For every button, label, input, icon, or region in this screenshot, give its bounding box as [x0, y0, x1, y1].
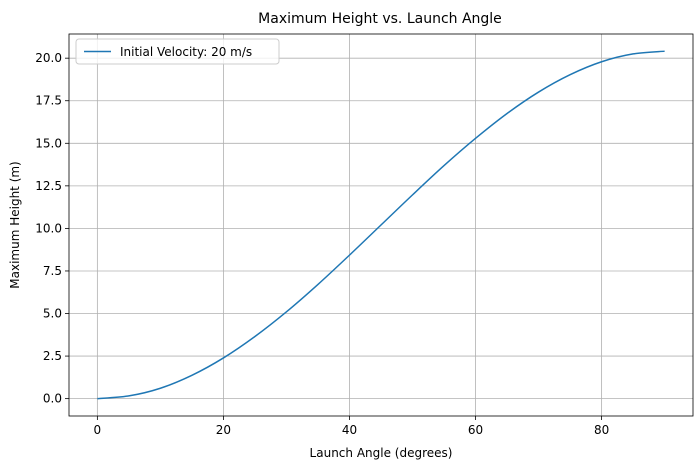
grid-lines — [69, 34, 693, 416]
x-tick-label: 0 — [94, 423, 102, 437]
y-axis-label: Maximum Height (m) — [8, 161, 22, 288]
y-axis-ticks: 0.0 2.5 5.0 7.5 10.0 12.5 15.0 17.5 20.0 — [35, 51, 69, 406]
x-axis-ticks: 0 20 40 60 80 — [94, 416, 609, 437]
x-tick-label: 20 — [216, 423, 231, 437]
chart-title: Maximum Height vs. Launch Angle — [258, 11, 502, 27]
y-tick-label: 2.5 — [43, 349, 62, 363]
y-tick-label: 7.5 — [43, 264, 62, 278]
y-tick-label: 10.0 — [35, 221, 62, 235]
x-axis-label: Launch Angle (degrees) — [310, 446, 453, 460]
y-tick-label: 17.5 — [35, 94, 62, 108]
y-tick-label: 0.0 — [43, 392, 62, 406]
legend: Initial Velocity: 20 m/s — [75, 38, 280, 65]
y-tick-label: 15.0 — [35, 136, 62, 150]
x-tick-label: 60 — [468, 423, 483, 437]
x-tick-label: 80 — [594, 423, 609, 437]
x-tick-label: 40 — [342, 423, 357, 437]
series-layer — [97, 50, 665, 400]
y-tick-label: 5.0 — [43, 307, 62, 321]
legend-box — [75, 38, 280, 65]
series-line — [97, 50, 665, 400]
y-tick-label: 20.0 — [35, 51, 62, 65]
legend-label: Initial Velocity: 20 m/s — [120, 45, 252, 59]
y-tick-label: 12.5 — [35, 179, 62, 193]
plot-frame — [68, 33, 694, 417]
